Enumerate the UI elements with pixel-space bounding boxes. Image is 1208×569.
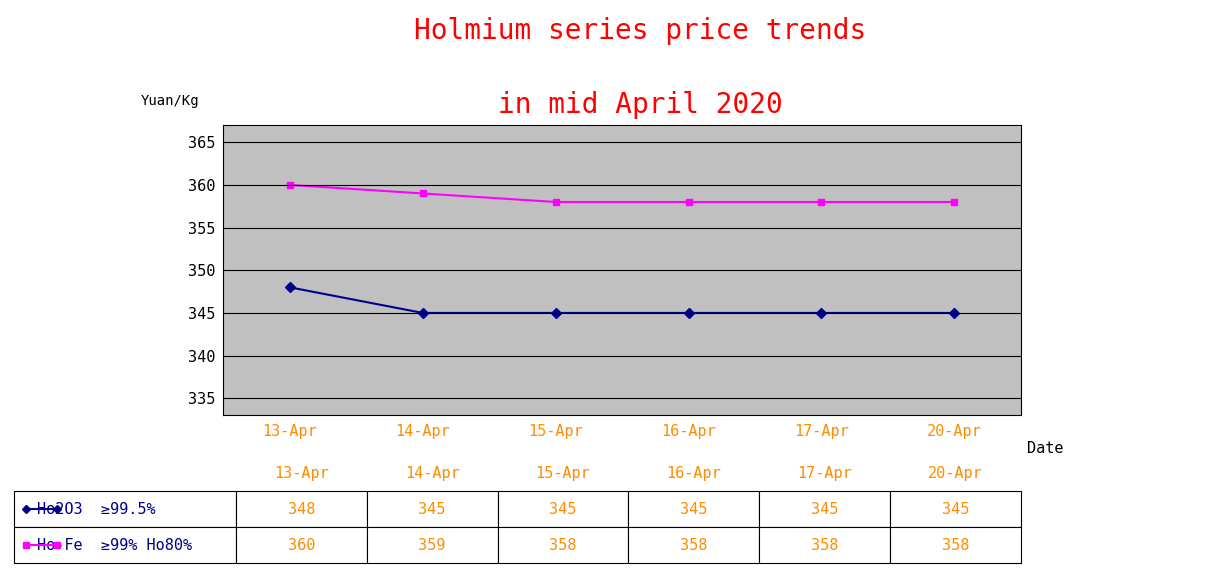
Ho-Fe  ≥99% Ho80% (947, 199, 962, 205)
Ho2O3  ≥99.5% (416, 310, 430, 316)
Text: Yuan/Kg: Yuan/Kg (140, 94, 199, 108)
Ho2O3  ≥99.5% (681, 310, 696, 316)
Ho-Fe  ≥99% Ho80% (814, 199, 829, 205)
Text: Date: Date (1027, 441, 1063, 456)
Line: Ho2O3  ≥99.5%: Ho2O3 ≥99.5% (286, 284, 958, 316)
Text: in mid April 2020: in mid April 2020 (498, 91, 783, 119)
Ho-Fe  ≥99% Ho80% (681, 199, 696, 205)
Text: Holmium series price trends: Holmium series price trends (414, 17, 866, 45)
Ho2O3  ≥99.5% (814, 310, 829, 316)
Ho2O3  ≥99.5% (283, 284, 297, 291)
Ho-Fe  ≥99% Ho80% (416, 190, 430, 197)
Ho-Fe  ≥99% Ho80% (283, 182, 297, 188)
Line: Ho-Fe  ≥99% Ho80%: Ho-Fe ≥99% Ho80% (286, 182, 958, 205)
Ho-Fe  ≥99% Ho80% (548, 199, 563, 205)
Ho2O3  ≥99.5% (548, 310, 563, 316)
Ho2O3  ≥99.5% (947, 310, 962, 316)
